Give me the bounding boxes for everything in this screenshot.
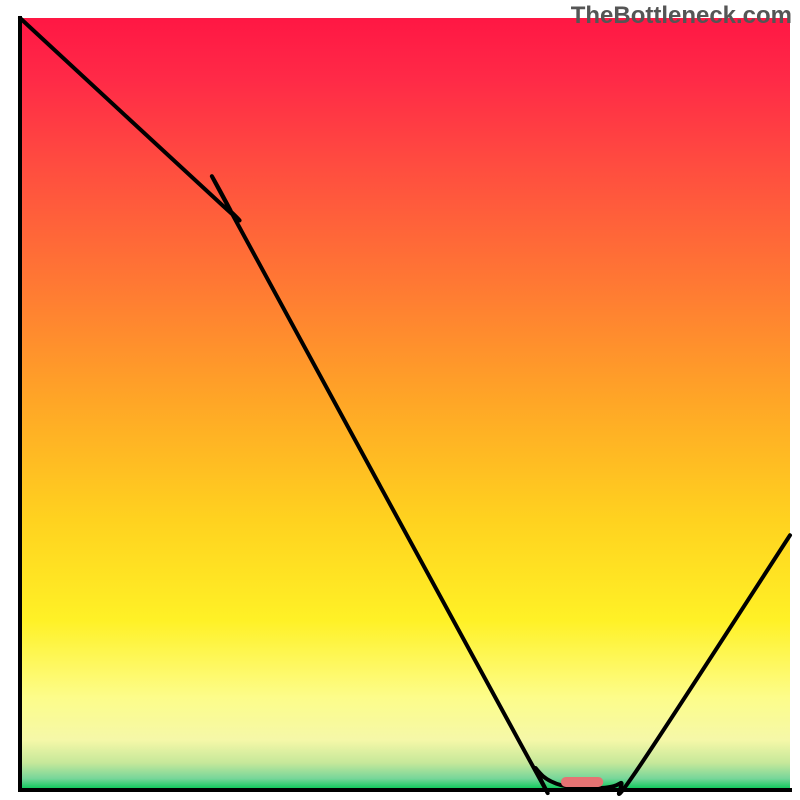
chart-background xyxy=(20,18,790,790)
optimal-marker xyxy=(561,777,603,787)
chart-container: TheBottleneck.com xyxy=(0,0,800,800)
bottleneck-chart xyxy=(0,0,800,800)
watermark-text: TheBottleneck.com xyxy=(571,2,792,30)
